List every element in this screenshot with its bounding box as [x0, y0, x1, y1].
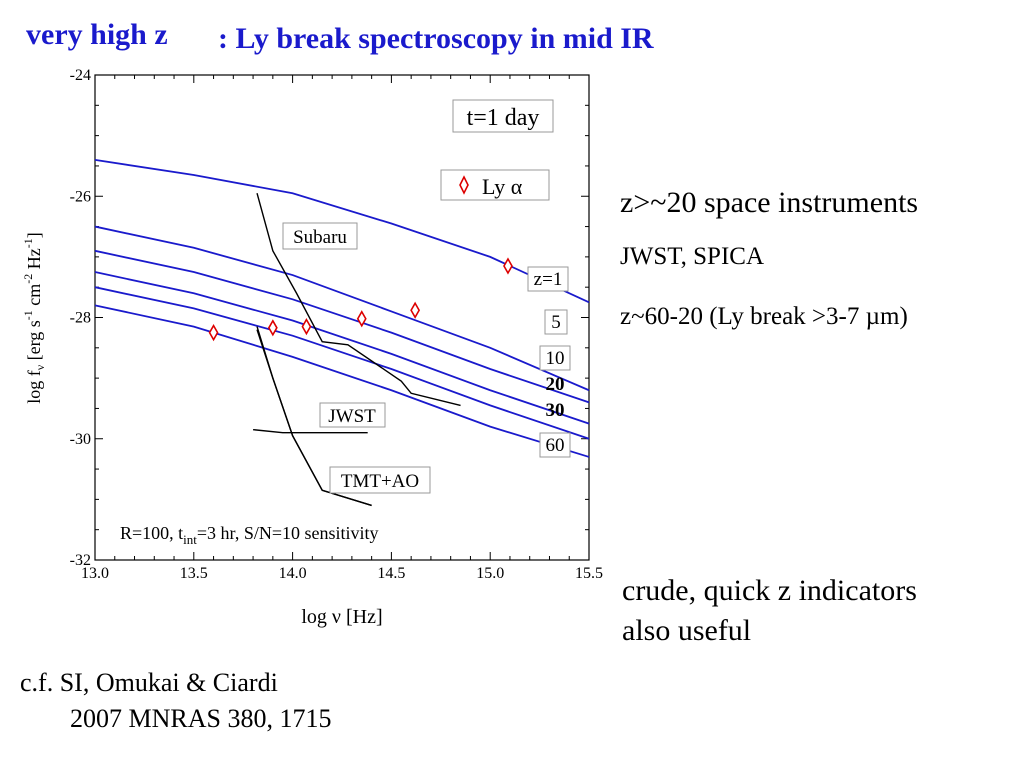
instrument-curve-tmt: [256, 326, 372, 507]
note-line-2: also useful: [622, 614, 752, 647]
title-very-high-z: very high z: [26, 18, 168, 51]
instrument-label-jwst: JWST: [319, 402, 386, 428]
time-label: t=1 day: [467, 105, 540, 131]
note-line-1: crude, quick z indicators: [622, 574, 917, 607]
redshift-labels: z=1 5 10 20 30 60: [527, 266, 571, 458]
instrument-curve-subaru: [256, 193, 461, 407]
redshift-label-20: 20: [546, 374, 565, 395]
bullet-jwst-spica: JWST, SPICA: [620, 243, 765, 270]
instrument-label-tmt: TMT+AO: [329, 466, 431, 494]
y-tick-label: -26: [70, 188, 91, 205]
legend-box: Ly α: [440, 169, 550, 201]
lyalpha-marker-30: [267, 319, 278, 337]
x-axis-label: log ν [Hz]: [301, 606, 382, 628]
axis-ticks: 13.0 13.5 14.0 14.5 15.0 15.5 -24 -26 -28 -30 -32: [70, 67, 603, 582]
x-tick-label: 15.5: [575, 565, 603, 582]
instrument-label-subaru: Subaru: [282, 222, 358, 250]
reference-line-2: 2007 MNRAS 380, 1715: [70, 704, 332, 733]
y-tick-label: -24: [70, 67, 91, 84]
x-tick-label: 13.0: [81, 565, 109, 582]
lyalpha-marker-60: [208, 324, 219, 342]
curve-10: [94, 249, 590, 404]
bullet-ly-break-range: z~60-20 (Ly break >3-7 µm): [620, 303, 908, 330]
svg-text:Subaru: Subaru: [293, 227, 347, 248]
redshift-label-z1: z=1: [534, 269, 563, 290]
x-tick-label: 14.5: [377, 565, 405, 582]
lyalpha-marker-10: [356, 310, 367, 328]
y-tick-label: -32: [70, 552, 91, 569]
legend-diamond-icon: [459, 175, 469, 195]
bullet-space-instruments: z>~20 space instruments: [620, 186, 919, 219]
instrument-curve-jwst-horizontal: [253, 428, 368, 434]
title-ly-break: : Ly break spectroscopy in mid IR: [218, 22, 654, 55]
sensitivity-footnote: R=100, tint=3 hr, S/N=10 sensitivity: [120, 523, 379, 547]
y-tick-label: -28: [70, 310, 91, 327]
redshift-label-30: 30: [546, 400, 565, 421]
y-axis-label: log fν [erg s-1 cm-2 Hz-1]: [21, 232, 47, 404]
x-tick-label: 15.0: [476, 565, 504, 582]
curve-20: [94, 271, 590, 425]
svg-text:JWST: JWST: [328, 406, 376, 427]
curve-60: [94, 304, 590, 458]
time-label-box: t=1 day: [452, 99, 554, 133]
redshift-label-10: 10: [546, 348, 565, 369]
lyalpha-markers: [208, 257, 513, 342]
lyalpha-marker-z1: [503, 257, 513, 275]
legend-label: Ly α: [482, 174, 523, 199]
x-tick-label: 13.5: [180, 565, 208, 582]
instrument-limits: [253, 193, 461, 507]
lyalpha-marker-5: [410, 301, 421, 319]
y-tick-label: -30: [70, 431, 91, 448]
sed-chart: 13.0 13.5 14.0 14.5 15.0 15.5-24-26-28-30-32 …: [21, 67, 603, 628]
redshift-label-5: 5: [551, 312, 561, 333]
x-tick-label: 14.0: [279, 565, 307, 582]
curve-30: [94, 286, 590, 440]
svg-text:TMT+AO: TMT+AO: [341, 471, 419, 492]
lyalpha-marker-20: [301, 317, 312, 336]
redshift-label-60: 60: [546, 435, 565, 456]
curve-5: [94, 225, 590, 392]
reference-line-1: c.f. SI, Omukai & Ciardi: [20, 668, 278, 697]
